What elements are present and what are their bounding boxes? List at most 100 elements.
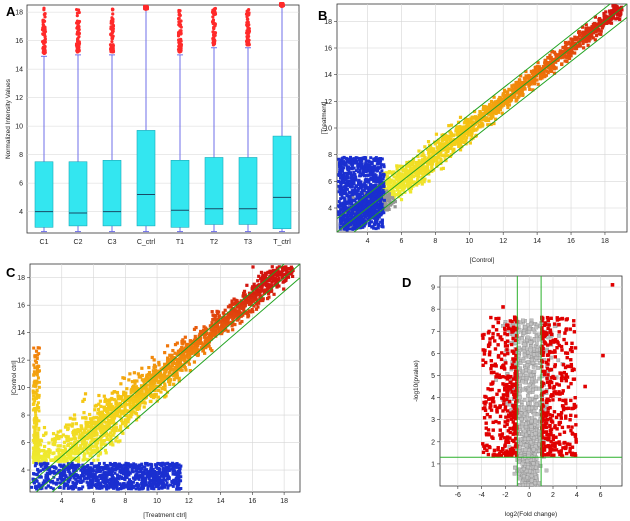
panel-b-point <box>487 105 491 110</box>
panel-b-xtick-label: 18 <box>601 238 609 245</box>
panel-b-point <box>441 142 445 146</box>
panel-b-point <box>414 160 418 165</box>
panel-c-point <box>155 373 159 377</box>
panel-c-point <box>280 276 285 280</box>
panel-b-point <box>595 22 599 26</box>
panel-c-point <box>73 440 77 445</box>
panel-c-point <box>161 385 166 390</box>
panel-b-point <box>609 17 613 21</box>
panel-c-point <box>236 317 240 321</box>
panel-c-point <box>84 420 88 424</box>
panel-c-point <box>102 405 107 409</box>
panel-b-point <box>409 190 413 194</box>
panel-b-point <box>408 188 412 192</box>
panel-c-point <box>116 394 120 398</box>
panel-b-point <box>505 101 509 105</box>
panel-b-point <box>341 180 345 184</box>
panel-b-point <box>548 53 552 57</box>
panel-b-point <box>410 169 414 173</box>
panel-b-point <box>611 10 616 15</box>
panel-c-point <box>183 356 187 360</box>
panel-b-ytick-label: 14 <box>324 72 332 79</box>
panel-b-point <box>442 138 446 142</box>
panel-c-point <box>252 304 256 308</box>
panel-c-point <box>88 412 92 417</box>
panel-a-xtick-label: T_ctrl <box>273 239 291 246</box>
panel-b-point <box>478 109 482 114</box>
panel-b-point <box>393 205 397 209</box>
panel-c-xlabel: [Treatment ctrl] <box>143 512 187 519</box>
panel-c-point <box>201 349 205 353</box>
panel-b-point <box>581 41 585 46</box>
panel-b-xtick-label: 6 <box>399 238 403 245</box>
panel-b-point <box>416 154 420 159</box>
panel-b-point <box>583 32 588 36</box>
panel-b-point <box>371 169 375 173</box>
panel-a-outlier <box>145 7 149 11</box>
panel-b-point <box>584 23 588 27</box>
panel-c-point <box>98 399 102 403</box>
panel-b-point <box>434 132 439 136</box>
panel-c-point <box>103 448 108 452</box>
panel-c-point <box>147 365 151 370</box>
panel-c-point <box>108 439 112 443</box>
panel-c-point <box>87 429 92 433</box>
panel-c-point <box>114 422 118 426</box>
panel-b-point <box>451 134 455 138</box>
panel-b-point <box>356 224 360 228</box>
panel-b-point <box>489 103 493 107</box>
panel-c-point <box>130 380 135 384</box>
panel-b-point <box>373 217 377 221</box>
panel-b-point <box>454 127 458 131</box>
panel-b-point <box>360 217 364 221</box>
panel-b-point <box>340 166 344 170</box>
panel-b-point <box>339 210 343 214</box>
panel-c-point <box>147 370 152 375</box>
panel-c-point <box>287 267 291 271</box>
panel-b-point <box>351 179 355 183</box>
panel-c-point <box>123 424 127 428</box>
panel-b-point <box>369 161 373 165</box>
panel-b-point <box>518 91 522 95</box>
panel-b-point <box>353 186 357 190</box>
panel-c-point <box>140 373 144 378</box>
panel-b-point <box>421 158 425 163</box>
panel-c-point <box>42 452 46 456</box>
panel-c-point <box>91 451 95 455</box>
panel-b-point <box>355 203 359 207</box>
panel-b-point <box>367 186 371 190</box>
panel-b-point <box>404 164 408 168</box>
panel-b-point <box>352 221 357 226</box>
panel-c-point <box>260 278 264 282</box>
panel-b-point <box>399 167 403 171</box>
panel-c-point <box>95 422 99 426</box>
panel-c-point <box>136 393 140 397</box>
panel-b-point <box>375 168 379 172</box>
panel-b-ytick-label: 16 <box>324 46 332 53</box>
panel-b-point <box>374 192 378 196</box>
panel-b-point <box>597 28 601 32</box>
panel-c-point <box>247 309 251 313</box>
panel-b-point <box>492 109 496 114</box>
panel-b-point <box>468 119 473 124</box>
panel-b-point <box>360 189 365 193</box>
panel-c-point <box>266 284 270 288</box>
panel-b-point <box>486 123 490 127</box>
panel-b-point <box>610 12 614 16</box>
panel-b-point <box>339 164 343 168</box>
panel-b-point <box>362 202 366 206</box>
panel-b-point <box>602 21 606 25</box>
panel-c-point <box>83 452 87 456</box>
panel-b-point <box>570 50 574 55</box>
panel-c-point <box>185 342 189 347</box>
panel-c-point <box>99 443 103 447</box>
panel-b-point <box>423 145 427 149</box>
panel-c-point <box>72 413 77 417</box>
panel-b-point <box>416 173 420 177</box>
panel-b-point <box>354 197 358 201</box>
panel-b-point <box>391 185 396 189</box>
panel-b-point <box>340 186 344 190</box>
panel-b-point <box>377 177 381 181</box>
panel-c-point <box>97 437 101 441</box>
